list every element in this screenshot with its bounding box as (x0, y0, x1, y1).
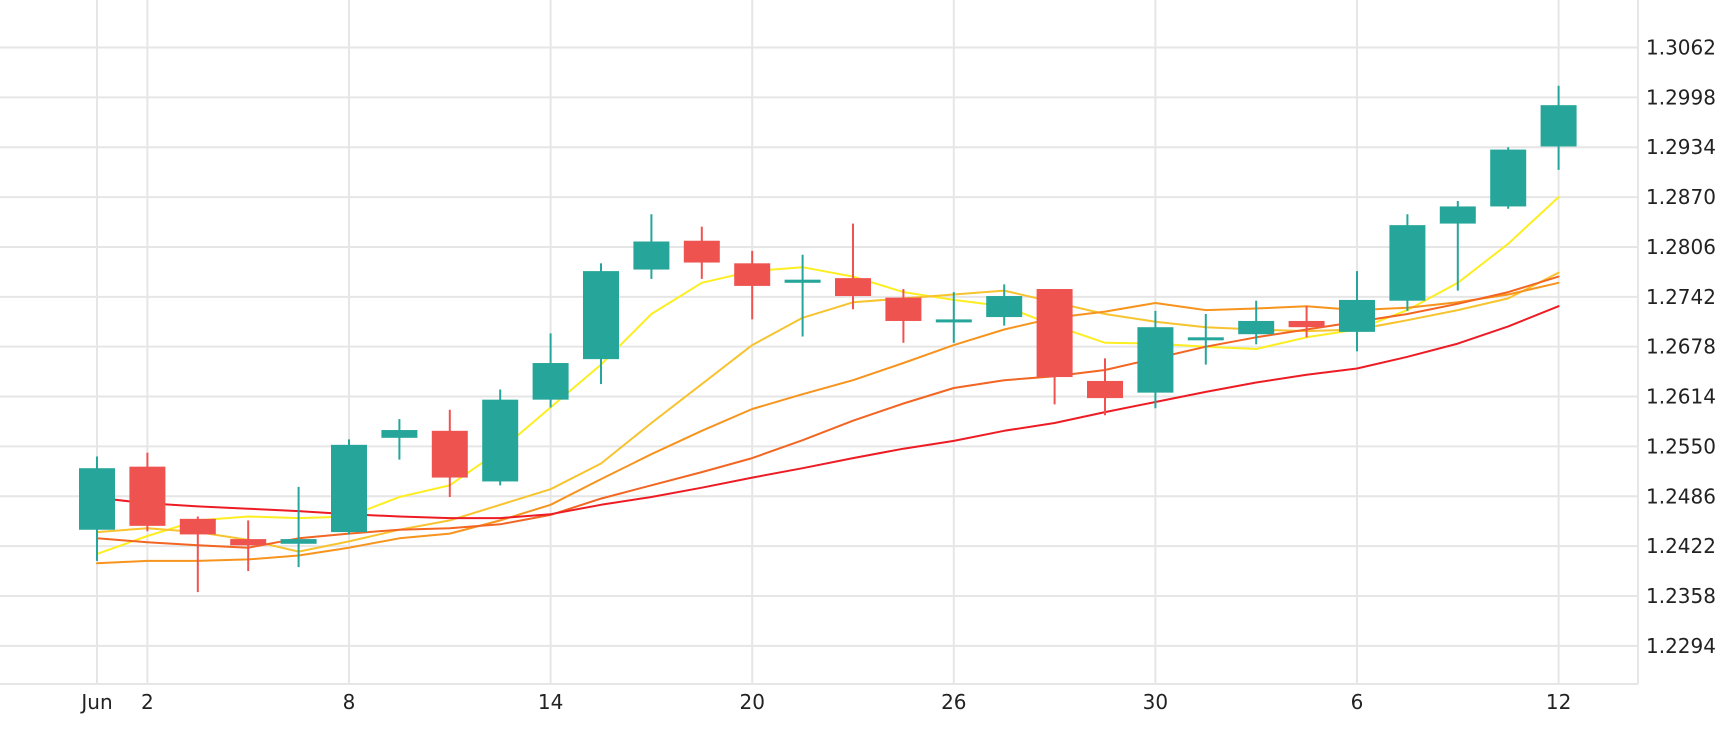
x-tick-label: 14 (538, 690, 563, 714)
x-axis: Jun 2 8 14 20 26 30 6 12 (0, 683, 1638, 714)
moving-average-line-2 (96, 271, 1560, 553)
x-tick-label: Jun (79, 690, 112, 714)
candle (683, 226, 720, 279)
y-tick-label: 1.2870 (1646, 185, 1716, 209)
candle (1187, 313, 1224, 365)
candle (835, 223, 871, 310)
candle-body (835, 278, 871, 297)
candle-body (633, 241, 670, 270)
moving-average-line-1 (96, 196, 1560, 555)
candle-body (532, 363, 569, 400)
candle-body (683, 240, 720, 263)
candle-body (583, 271, 619, 360)
candle (1238, 300, 1275, 345)
candle (734, 250, 771, 320)
candle-layer (79, 85, 1577, 593)
grid-layer (0, 0, 1638, 684)
candle (79, 456, 115, 561)
candle-body (734, 263, 771, 286)
candle-body (784, 279, 821, 283)
candle-body (1036, 289, 1073, 378)
candle (1540, 85, 1577, 170)
y-tick-label: 1.3062 (1646, 36, 1716, 60)
candle-body (1087, 380, 1123, 399)
candle (179, 516, 216, 593)
candle (885, 289, 922, 343)
candle (331, 439, 367, 535)
candle-body (1187, 337, 1224, 341)
candle-body (381, 430, 418, 438)
moving-average-line-3 (96, 281, 1560, 565)
y-tick-label: 1.2422 (1646, 534, 1716, 558)
candle-body (1288, 320, 1325, 328)
y-tick-label: 1.2998 (1646, 85, 1716, 109)
candle (1288, 306, 1325, 338)
candle-body (986, 296, 1023, 318)
x-tick-label: 8 (343, 690, 356, 714)
y-tick-label: 1.2294 (1646, 634, 1716, 658)
x-tick-label: 12 (1546, 690, 1571, 714)
candle-body (885, 297, 922, 321)
y-tick-label: 1.2358 (1646, 584, 1716, 608)
x-tick-label: 2 (141, 690, 154, 714)
candle-body (482, 399, 519, 482)
y-tick-label: 1.2678 (1646, 335, 1716, 359)
y-tick-label: 1.2934 (1646, 135, 1716, 159)
moving-average-line-5 (96, 305, 1560, 520)
candle-body (1540, 105, 1577, 147)
candle (1490, 147, 1527, 209)
candle (784, 254, 821, 337)
candle-body (1389, 225, 1426, 301)
x-tick-label: 20 (739, 690, 764, 714)
candle (381, 419, 418, 460)
candle-body (129, 466, 166, 526)
y-tick-label: 1.2550 (1646, 434, 1716, 458)
y-axis: 1.3062 1.2998 1.2934 1.2870 1.2806 1.2742 1.26… (1637, 0, 1716, 684)
candle-body (935, 319, 972, 323)
candle-body (280, 539, 317, 544)
candle (482, 389, 519, 486)
candle-body (1137, 327, 1174, 393)
candle-body (431, 430, 468, 478)
candle (532, 333, 569, 408)
candle-body (331, 444, 367, 533)
candle-body (1439, 206, 1476, 224)
candle (1339, 271, 1375, 352)
x-tick-label: 26 (941, 690, 966, 714)
candle (986, 284, 1023, 326)
candle-body (1339, 299, 1375, 332)
candle (1087, 358, 1123, 416)
candle (935, 292, 972, 343)
candle (1439, 200, 1476, 291)
y-tick-label: 1.2486 (1646, 484, 1716, 508)
x-tick-label: 6 (1351, 690, 1364, 714)
candle (1137, 310, 1174, 409)
candle-body (230, 539, 267, 546)
y-tick-label: 1.2742 (1646, 285, 1716, 309)
y-tick-label: 1.2614 (1646, 385, 1716, 409)
candle-body (1238, 320, 1275, 335)
candle (1036, 289, 1073, 405)
candle (633, 214, 670, 279)
candle (280, 486, 317, 568)
candle-body (79, 468, 115, 530)
y-tick-label: 1.2806 (1646, 235, 1716, 259)
candle-body (179, 518, 216, 535)
x-tick-label: 30 (1143, 690, 1168, 714)
candle-body (1490, 149, 1527, 207)
moving-average-layer (96, 196, 1560, 565)
moving-average-line-4 (96, 275, 1560, 549)
candle (583, 263, 619, 385)
candle (431, 409, 468, 498)
candle (1389, 214, 1426, 311)
candle (129, 452, 166, 532)
candle (230, 520, 267, 572)
